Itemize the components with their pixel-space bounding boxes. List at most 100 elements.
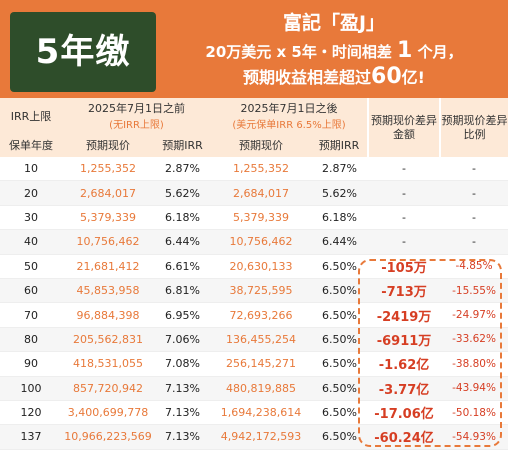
- diff-ratio-cell: -38.80%: [440, 351, 508, 377]
- col-cash-after-header: 预期现价: [211, 133, 311, 157]
- cash-before-cell: 418,531,055: [62, 351, 154, 377]
- header-row-2: 保单年度 预期现价 预期IRR 预期现价 预期IRR: [0, 133, 508, 157]
- headline-line-3: 预期收益相差超过60亿!: [160, 64, 508, 89]
- cash-after-cell: 4,942,172,593: [211, 424, 311, 450]
- headline-3-prefix: 预期收益相差超过: [243, 68, 372, 87]
- irr-before-cell: 7.13%: [154, 400, 211, 426]
- policy-year-cell: 137: [0, 424, 62, 450]
- irr-after-cell: 6.50%: [311, 376, 369, 401]
- irr-before-cell: 7.08%: [154, 351, 211, 377]
- diff-ratio-header: 预期现价差异比例: [439, 98, 508, 157]
- irr-after-cell: 6.50%: [311, 327, 369, 353]
- irr-after-cell: 6.50%: [311, 424, 369, 450]
- headline-2-number: 1: [397, 38, 413, 63]
- irr-before-cell: 6.18%: [154, 205, 211, 231]
- cash-before-cell: 3,400,699,778: [62, 400, 154, 426]
- table-row: 50 21,681,412 6.61% 20,630,133 6.50% -105万 -4.…: [0, 254, 508, 279]
- comparison-table: IRR上限 2025年7月1日之前 (无IRR上限) 2025年7月1日之後 (…: [0, 98, 508, 450]
- policy-year-cell: 50: [0, 254, 62, 279]
- cash-after-cell: 72,693,266: [211, 302, 311, 328]
- headline-2-prefix: 20万美元 x 5年・时间相差: [205, 43, 398, 61]
- diff-amount-cell: -: [368, 180, 441, 206]
- cash-before-cell: 21,681,412: [62, 254, 154, 279]
- irr-after-cell: 6.18%: [311, 205, 369, 231]
- diff-amount-cell: -6911万: [368, 327, 441, 353]
- table-row: 90 418,531,055 7.08% 256,145,271 6.50% -1.62亿…: [0, 351, 508, 377]
- headline-3-number: 60: [371, 64, 402, 89]
- diff-ratio-cell: -: [440, 157, 508, 182]
- diff-ratio-cell: -: [440, 229, 508, 255]
- after-title: 2025年7月1日之後: [240, 102, 338, 115]
- policy-year-cell: 20: [0, 180, 62, 206]
- irr-after-cell: 6.50%: [311, 400, 369, 426]
- policy-year-cell: 10: [0, 157, 62, 182]
- cash-after-cell: 256,145,271: [211, 351, 311, 377]
- headline-line-2: 20万美元 x 5年・时间相差 1 个月，: [160, 38, 508, 63]
- policy-year-cell: 60: [0, 278, 62, 304]
- policy-year-cell: 70: [0, 302, 62, 328]
- cash-before-cell: 205,562,831: [62, 327, 154, 353]
- diff-amount-cell: -3.77亿: [368, 376, 441, 401]
- diff-amount-cell: -17.06亿: [368, 400, 441, 426]
- policy-year-cell: 120: [0, 400, 62, 426]
- diff-ratio-cell: -15.55%: [440, 278, 508, 304]
- header-banner: 5年缴 富記「盈J」 20万美元 x 5年・时间相差 1 个月， 预期收益相差超…: [0, 0, 508, 98]
- cash-before-cell: 10,756,462: [62, 229, 154, 255]
- product-title: 富記「盈J」: [282, 12, 386, 34]
- table-row: 120 3,400,699,778 7.13% 1,694,238,614 6.50% -…: [0, 400, 508, 426]
- header-row-1: IRR上限 2025年7月1日之前 (无IRR上限) 2025年7月1日之後 (…: [0, 98, 508, 157]
- policy-year-cell: 100: [0, 376, 62, 401]
- diff-amount-cell: -: [368, 205, 441, 231]
- cash-before-cell: 10,966,223,569: [62, 424, 154, 450]
- cash-before-cell: 5,379,339: [62, 205, 154, 231]
- cash-after-cell: 20,630,133: [211, 254, 311, 279]
- table-row: 80 205,562,831 7.06% 136,455,254 6.50% -6911万…: [0, 327, 508, 353]
- cash-before-cell: 2,684,017: [62, 180, 154, 206]
- irr-after-cell: 6.44%: [311, 229, 369, 255]
- irr-before-cell: 7.13%: [154, 376, 211, 401]
- col-irr-after-header: 预期IRR: [311, 133, 369, 157]
- diff-amount-cell: -: [368, 229, 441, 255]
- policy-year-cell: 30: [0, 205, 62, 231]
- table-body: 10 1,255,352 2.87% 1,255,352 2.87% - -20 2,684,…: [0, 157, 508, 450]
- cash-after-cell: 480,819,885: [211, 376, 311, 401]
- cash-after-cell: 136,455,254: [211, 327, 311, 353]
- after-period-header: 2025年7月1日之後 (美元保单IRR 6.5%上限): [211, 98, 369, 133]
- headline-2-suffix: 个月，: [412, 43, 463, 61]
- diff-ratio-cell: -: [440, 205, 508, 231]
- diff-amount-cell: -713万: [368, 278, 441, 304]
- irr-before-cell: 6.61%: [154, 254, 211, 279]
- cash-after-cell: 5,379,339: [211, 205, 311, 231]
- policy-year-cell: 40: [0, 229, 62, 255]
- cash-before-cell: 96,884,398: [62, 302, 154, 328]
- after-note: (美元保单IRR 6.5%上限): [232, 120, 346, 131]
- diff-amount-cell: -: [368, 157, 441, 182]
- irr-before-cell: 7.06%: [154, 327, 211, 353]
- irr-before-cell: 5.62%: [154, 180, 211, 206]
- table-row: 100 857,720,942 7.13% 480,819,885 6.50% -3.77…: [0, 376, 508, 401]
- cash-after-cell: 38,725,595: [211, 278, 311, 304]
- irr-cap-label: IRR上限: [0, 98, 62, 133]
- irr-before-cell: 7.13%: [154, 424, 211, 450]
- diff-ratio-cell: -50.18%: [440, 400, 508, 426]
- diff-ratio-cell: -43.94%: [440, 376, 508, 401]
- diff-amount-cell: -105万: [368, 254, 441, 279]
- cash-before-cell: 45,853,958: [62, 278, 154, 304]
- diff-ratio-cell: -24.97%: [440, 302, 508, 328]
- table-row: 70 96,884,398 6.95% 72,693,266 6.50% -2419万 -2…: [0, 302, 508, 328]
- diff-amount-cell: -1.62亿: [368, 351, 441, 377]
- cash-before-cell: 857,720,942: [62, 376, 154, 401]
- diff-ratio-cell: -33.62%: [440, 327, 508, 353]
- irr-before-cell: 2.87%: [154, 157, 211, 182]
- diff-ratio-cell: -54.93%: [440, 424, 508, 450]
- diff-amount-header: 预期现价差异金额: [367, 98, 441, 157]
- cash-after-cell: 2,684,017: [211, 180, 311, 206]
- diff-ratio-cell: -: [440, 180, 508, 206]
- irr-before-cell: 6.81%: [154, 278, 211, 304]
- table-row: 20 2,684,017 5.62% 2,684,017 5.62% - -: [0, 180, 508, 206]
- table-row: 10 1,255,352 2.87% 1,255,352 2.87% - -: [0, 157, 508, 182]
- table-row: 40 10,756,462 6.44% 10,756,462 6.44% - -: [0, 229, 508, 255]
- headline-3-suffix: 亿!: [401, 68, 425, 87]
- irr-after-cell: 6.50%: [311, 278, 369, 304]
- cash-after-cell: 1,694,238,614: [211, 400, 311, 426]
